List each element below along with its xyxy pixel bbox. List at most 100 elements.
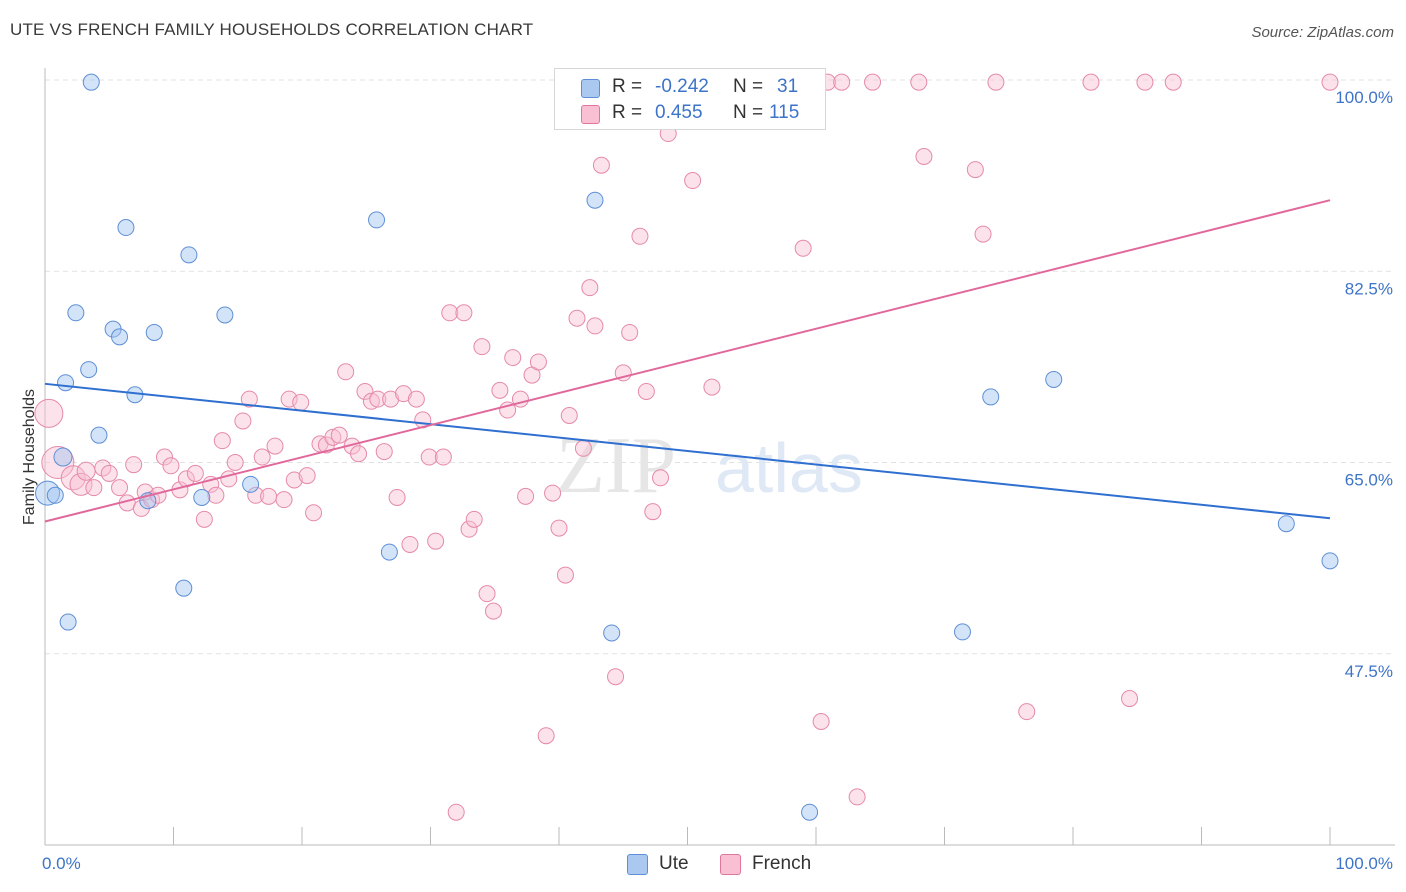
ute-point bbox=[82, 73, 100, 91]
french-point bbox=[401, 535, 419, 553]
chart-title: UTE VS FRENCH FAMILY HOUSEHOLDS CORRELAT… bbox=[10, 20, 534, 39]
french-point bbox=[644, 503, 662, 521]
ute-point bbox=[368, 211, 386, 229]
french-point bbox=[833, 73, 851, 91]
french-point bbox=[794, 239, 812, 257]
french-point bbox=[427, 532, 445, 550]
french-point bbox=[1082, 73, 1100, 91]
ute-point bbox=[90, 426, 108, 444]
french-point bbox=[910, 73, 928, 91]
french-point bbox=[85, 479, 103, 497]
french-point bbox=[447, 803, 465, 821]
correlation-legend: R = -0.242 N = 31 R = 0.455 N = 115 bbox=[554, 68, 826, 130]
french-point bbox=[111, 479, 129, 497]
french-trend-line bbox=[44, 199, 1331, 523]
french-point bbox=[544, 484, 562, 502]
french-point bbox=[529, 353, 547, 371]
french-point bbox=[324, 428, 342, 446]
french-point bbox=[848, 788, 866, 806]
ute-point bbox=[46, 486, 64, 504]
french-point bbox=[434, 448, 452, 466]
ute-point bbox=[145, 323, 163, 341]
french-point bbox=[537, 727, 555, 745]
french-point bbox=[560, 407, 578, 425]
ute-point bbox=[586, 191, 604, 209]
french-point bbox=[253, 448, 271, 466]
legend-swatch-ute bbox=[581, 79, 600, 98]
y-tick-label: 82.5% bbox=[1345, 279, 1393, 298]
french-point bbox=[568, 309, 586, 327]
french-point bbox=[703, 378, 721, 396]
ute-trend-line bbox=[44, 382, 1331, 520]
ute-point bbox=[80, 361, 98, 379]
french-point bbox=[234, 412, 252, 430]
french-point bbox=[684, 172, 702, 190]
french-point bbox=[556, 566, 574, 584]
ute-point bbox=[216, 306, 234, 324]
french-point bbox=[292, 393, 310, 411]
french-point bbox=[388, 488, 406, 506]
legend-n-label: N = bbox=[733, 76, 764, 97]
french-point bbox=[465, 510, 483, 528]
legend-n-value: 115 bbox=[769, 102, 800, 123]
watermark-atlas: atlas bbox=[715, 429, 863, 507]
french-point bbox=[455, 304, 473, 322]
french-point bbox=[382, 390, 400, 408]
legend-swatch-ute bbox=[627, 854, 648, 875]
french-point bbox=[652, 469, 670, 487]
french-point bbox=[162, 457, 180, 475]
french-point bbox=[186, 464, 204, 482]
french-point bbox=[621, 323, 639, 341]
french-point bbox=[637, 382, 655, 400]
french-point bbox=[592, 156, 610, 174]
ute-point bbox=[1045, 370, 1063, 388]
french-point bbox=[305, 504, 323, 522]
legend-n-label: N = bbox=[733, 102, 764, 123]
watermark-zip: ZIP bbox=[556, 422, 676, 510]
ute-point bbox=[193, 488, 211, 506]
french-point bbox=[100, 464, 118, 482]
series-legend: Ute French bbox=[0, 852, 1406, 878]
french-point bbox=[864, 73, 882, 91]
french-point bbox=[356, 382, 374, 400]
french-point bbox=[125, 456, 143, 474]
french-point bbox=[974, 225, 992, 243]
french-point bbox=[550, 519, 568, 537]
french-point bbox=[362, 392, 380, 410]
y-tick-label: 47.5% bbox=[1345, 662, 1393, 681]
legend-label-ute: Ute bbox=[659, 853, 689, 874]
french-point bbox=[76, 461, 96, 481]
ute-point bbox=[1321, 552, 1339, 570]
ute-point bbox=[953, 623, 971, 641]
french-point bbox=[41, 446, 75, 479]
ute-point bbox=[53, 447, 73, 467]
ute-point bbox=[242, 475, 260, 493]
french-point bbox=[915, 148, 933, 165]
legend-row-ute: R = -0.242 N = 31 bbox=[555, 74, 825, 100]
french-point bbox=[298, 467, 316, 485]
french-point bbox=[491, 381, 509, 399]
legend-n-value: 31 bbox=[777, 76, 799, 97]
legend-row-french: R = 0.455 N = 115 bbox=[555, 100, 825, 126]
ute-point bbox=[111, 328, 129, 346]
legend-swatch-french bbox=[581, 105, 600, 124]
french-point bbox=[607, 668, 625, 686]
french-point bbox=[260, 487, 278, 505]
french-point bbox=[1121, 690, 1139, 708]
french-point bbox=[226, 454, 244, 471]
french-point bbox=[247, 486, 265, 504]
french-point bbox=[484, 602, 502, 620]
french-point bbox=[275, 491, 293, 509]
french-point bbox=[395, 385, 413, 403]
ute-point bbox=[380, 543, 398, 561]
legend-r-value: -0.242 bbox=[655, 76, 709, 97]
french-point bbox=[1136, 73, 1154, 91]
french-point bbox=[478, 585, 496, 603]
french-point bbox=[60, 465, 86, 491]
x-tick-label: 0.0% bbox=[42, 854, 81, 873]
legend-r-label: R = bbox=[612, 76, 643, 97]
french-point bbox=[574, 439, 592, 457]
french-point bbox=[1321, 73, 1339, 91]
french-point bbox=[420, 448, 438, 466]
french-point bbox=[369, 390, 387, 408]
